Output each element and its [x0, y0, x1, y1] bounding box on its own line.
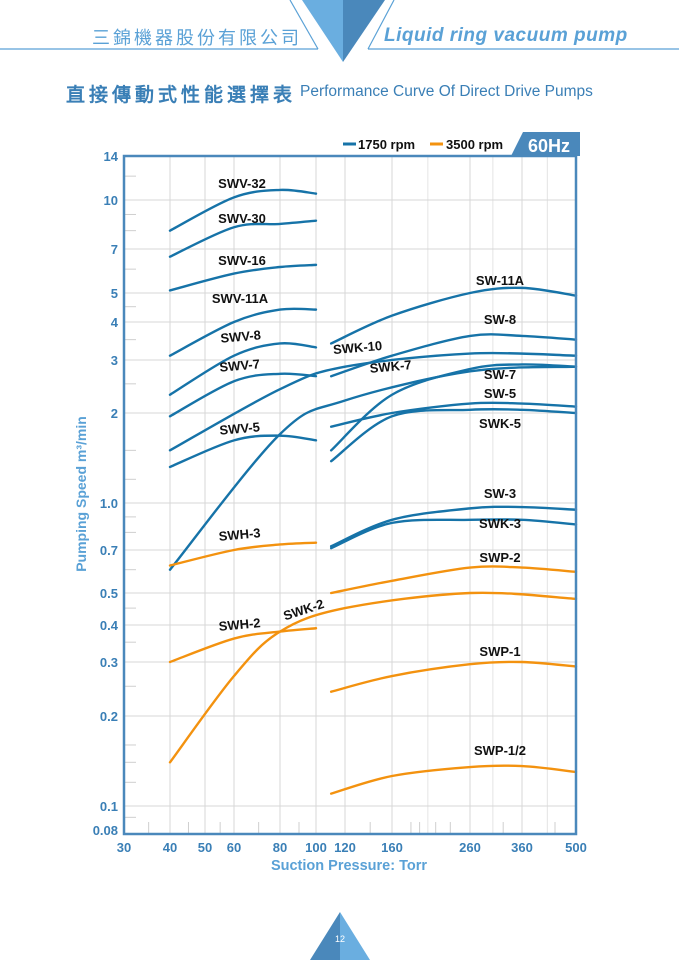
page-number: 12 — [334, 934, 345, 944]
series-line-swv-5 — [168, 434, 318, 469]
page-title-english: Performance Curve Of Direct Drive Pumps — [300, 83, 593, 100]
y-tick-label: 1.0 — [100, 496, 118, 511]
footer-decoration — [310, 912, 370, 960]
x-tick-label: 80 — [273, 840, 287, 855]
header-triangle-left — [302, 0, 343, 62]
minor-ticks — [124, 175, 556, 834]
plot-border — [122, 154, 578, 836]
header-diag-left — [289, 0, 319, 50]
series-line-swk-10 — [168, 351, 578, 452]
y-tick-label: 0.2 — [100, 709, 118, 724]
series-line-swh-2 — [168, 627, 318, 664]
series-label: SW-5 — [484, 386, 516, 401]
series-label: SWP-1 — [479, 644, 520, 659]
series-label: SWK-7 — [369, 357, 412, 376]
page-title-chinese: 直接傳動式性能選擇表 — [66, 85, 297, 106]
x-tick-label: 100 — [305, 840, 327, 855]
x-tick-label: 50 — [198, 840, 212, 855]
series-line-swv-32 — [168, 188, 318, 232]
company-name: 三錦機器股份有限公司 — [92, 28, 302, 48]
x-tick-label: 40 — [163, 840, 177, 855]
legend-label-3500: 3500 rpm — [446, 137, 503, 152]
footer-triangle-right — [340, 912, 370, 960]
series-line-swp-1 — [329, 660, 578, 693]
series-line-sw-3 — [329, 505, 578, 548]
series-label: SW-3 — [484, 486, 516, 501]
y-tick-label: 2 — [111, 406, 118, 421]
grid — [124, 156, 576, 834]
series-line-swp-1-2 — [329, 764, 578, 795]
series-label: SWK-3 — [479, 516, 521, 531]
series-line-swk-7 — [168, 365, 578, 571]
header-decoration — [0, 0, 679, 62]
x-tick-label: 120 — [334, 840, 356, 855]
x-axis-title: Suction Pressure: Torr — [271, 858, 427, 874]
series-line-swv-8 — [168, 342, 318, 396]
x-tick-label: 500 — [565, 840, 587, 855]
y-tick-label: 0.08 — [93, 823, 118, 838]
series-label: SWV-7 — [219, 356, 261, 374]
series-label: SWH-3 — [218, 525, 261, 544]
series-line-sw-8 — [329, 333, 578, 378]
y-tick-label: 4 — [111, 315, 119, 330]
y-tick-label: 7 — [111, 242, 118, 257]
frequency-badge — [511, 132, 580, 156]
series-line-swk-3 — [329, 518, 578, 550]
series-lines — [168, 188, 578, 795]
series-label: SWV-32 — [218, 176, 266, 191]
series-line-swk-2 — [168, 591, 578, 764]
series-label: SWV-16 — [218, 253, 266, 268]
series-label: SWK-10 — [332, 338, 382, 357]
y-tick-label: 0.4 — [100, 618, 119, 633]
series-label: SWV-30 — [218, 211, 266, 226]
series-line-sw-11a — [329, 286, 578, 345]
legend: 1750 rpm 3500 rpm — [343, 137, 503, 152]
series-line-swv-11a — [168, 307, 318, 357]
frequency-badge-label: 60Hz — [528, 136, 570, 156]
series-line-swv-16 — [168, 263, 318, 292]
series-line-sw-5 — [329, 401, 578, 428]
series-line-swv-30 — [168, 219, 318, 258]
series-line-sw-7 — [329, 363, 578, 452]
legend-label-1750: 1750 rpm — [358, 137, 415, 152]
y-tick-label: 0.5 — [100, 586, 118, 601]
series-line-swv-7 — [168, 372, 318, 418]
x-tick-label: 160 — [381, 840, 403, 855]
footer-triangle-left — [310, 912, 340, 960]
series-line-swk-5 — [329, 407, 578, 463]
x-tick-label: 360 — [511, 840, 533, 855]
y-tick-label: 5 — [111, 286, 118, 301]
series-label: SWV-5 — [219, 419, 261, 437]
series-labels: SWV-32 SWV-30 SWV-16 SWV-11A SWV-8 SWV-7 SWV-5… — [212, 176, 526, 758]
series-label: SW-11A — [476, 273, 525, 288]
header-diag-right — [367, 0, 395, 50]
series-label: SWP-1/2 — [474, 743, 526, 758]
y-tick-labels: 0.08 0.1 0.2 0.3 0.4 0.5 0.7 1.0 2 3 4 5 7 10 14 — [93, 149, 119, 838]
x-tick-label: 60 — [227, 840, 241, 855]
x-tick-labels: 30 40 50 60 80 100 120 160 260 360 500 — [117, 840, 587, 855]
series-label: SWK-5 — [479, 416, 521, 431]
series-label: SW-7 — [484, 367, 516, 382]
tagline: Liquid ring vacuum pump — [384, 25, 628, 46]
y-tick-label: 10 — [104, 193, 118, 208]
y-tick-label: 3 — [111, 353, 118, 368]
plot-frame — [122, 154, 578, 836]
y-tick-label: 0.7 — [100, 543, 118, 558]
series-label: SW-8 — [484, 312, 516, 327]
y-axis-title: Pumping Speed m³/min — [73, 416, 89, 572]
series-line-swh-3 — [168, 541, 318, 567]
series-label: SWV-11A — [212, 291, 269, 306]
x-tick-label: 260 — [459, 840, 481, 855]
series-label: SWH-2 — [218, 615, 261, 634]
x-tick-label: 30 — [117, 840, 131, 855]
y-tick-label: 0.3 — [100, 655, 118, 670]
series-label: SWV-8 — [220, 327, 262, 345]
series-label: SWP-2 — [479, 550, 520, 565]
performance-chart: 0.08 0.1 0.2 0.3 0.4 0.5 0.7 1.0 2 3 4 5 7 10 14 30 40 5… — [73, 132, 587, 874]
series-line-swp-2 — [329, 565, 578, 595]
y-tick-label: 14 — [104, 149, 119, 164]
y-tick-label: 0.1 — [100, 799, 118, 814]
header-triangle-right — [343, 0, 385, 62]
